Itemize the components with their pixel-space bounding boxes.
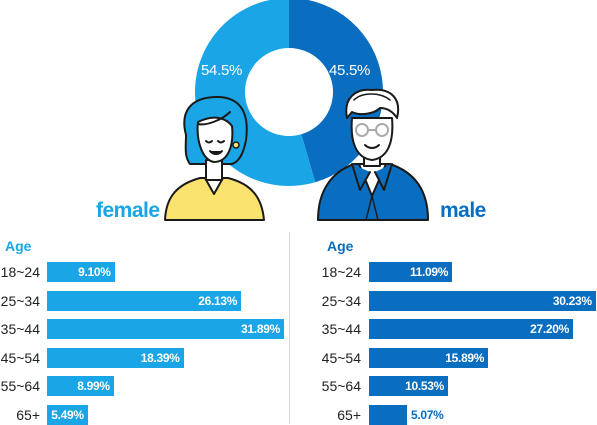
female-bar: [47, 405, 88, 425]
female-bar-value: 31.89%: [241, 322, 280, 336]
male-bar: [369, 405, 408, 425]
female-bar-value: 5.49%: [51, 408, 84, 422]
gender-donut-chart: [164, 0, 429, 221]
male-bar: [369, 262, 453, 282]
male-avatar-icon: [317, 88, 429, 221]
female-bar: [47, 262, 115, 282]
female-age-label: 45~54: [0, 350, 40, 366]
male-bar-value: 27.20%: [530, 322, 569, 336]
female-bar-value: 9.10%: [78, 265, 111, 279]
donut-label-male: 45.5%: [329, 62, 371, 79]
male-age-label: 65+: [337, 407, 361, 423]
female-bar: [47, 348, 184, 368]
male-age-label: 55~64: [321, 378, 361, 394]
male-bar: [369, 319, 573, 339]
female-age-header: Age: [5, 238, 32, 254]
female-age-label: 55~64: [0, 378, 40, 394]
female-age-label: 65+: [16, 407, 40, 423]
male-bar-value: 30.23%: [552, 294, 592, 308]
divider: [289, 232, 290, 424]
male-age-label: 18~24: [321, 264, 361, 280]
female-bar: [47, 291, 242, 311]
male-bar: [369, 348, 489, 368]
male-age-header: Age: [327, 238, 354, 254]
female-avatar-icon: [164, 95, 265, 221]
male-bar-value: 5.07%: [411, 408, 444, 422]
female-bar-value: 26.13%: [198, 294, 238, 308]
male-bar-value: 10.53%: [405, 379, 444, 393]
male-bar: [369, 291, 596, 311]
female-bar: [47, 319, 284, 339]
male-label: male: [440, 199, 486, 222]
male-bar: [369, 376, 448, 396]
female-age-label: 18~24: [0, 264, 40, 280]
female-age-label: 25~34: [0, 293, 40, 309]
female-bar: [47, 376, 114, 396]
female-bar-value: 18.39%: [140, 351, 180, 365]
male-age-label: 35~44: [321, 321, 361, 337]
male-age-label: 45~54: [321, 350, 361, 366]
male-bar-value: 15.89%: [445, 351, 485, 365]
donut-label-female: 54.5%: [201, 62, 243, 79]
female-bar-value: 8.99%: [77, 379, 110, 393]
male-age-label: 25~34: [321, 293, 361, 309]
female-age-label: 35~44: [0, 321, 40, 337]
male-bar-value: 11.09%: [409, 265, 449, 279]
female-label: female: [96, 199, 160, 222]
